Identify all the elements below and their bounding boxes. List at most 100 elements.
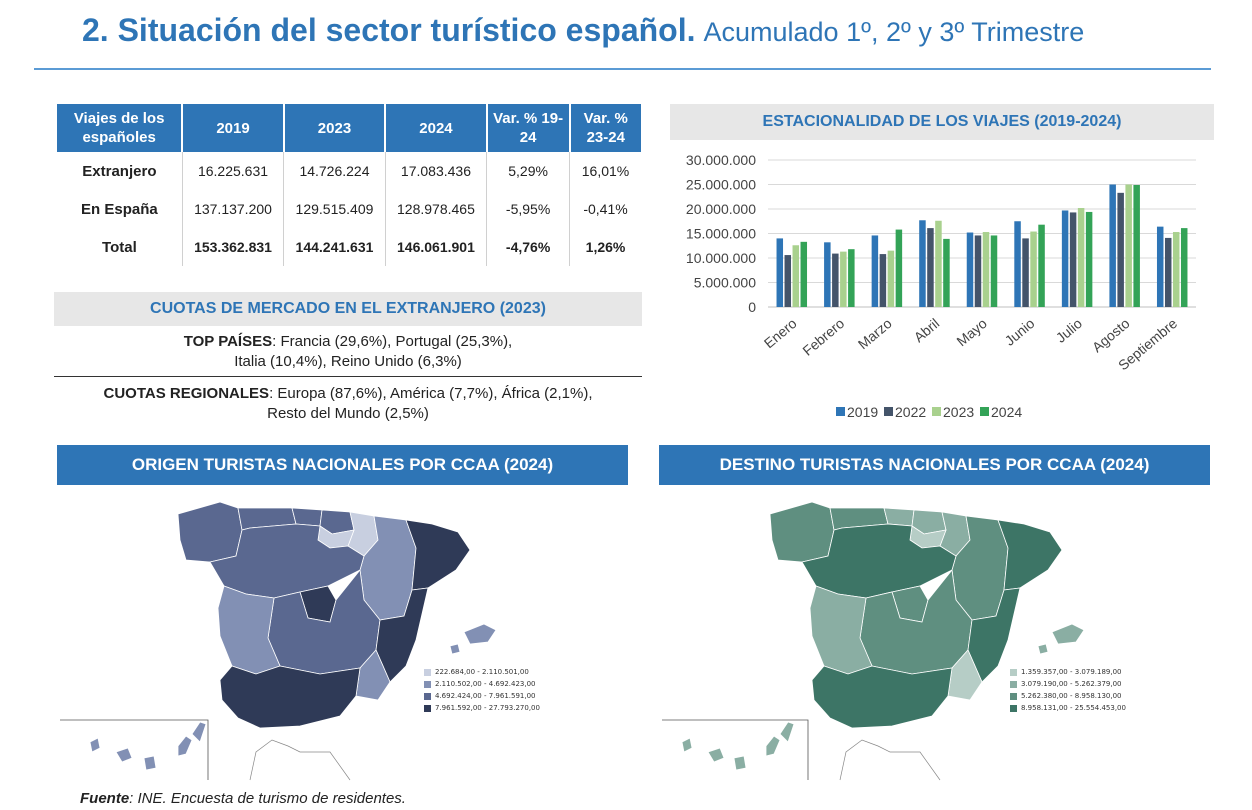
region-cantabria	[291, 507, 323, 527]
x-tick-label: Febrero	[799, 315, 847, 359]
page-subtitle: Acumulado 1º, 2º y 3º Trimestre	[703, 17, 1085, 47]
cuotas-regionales: CUOTAS REGIONALES: Europa (87,6%), Améri…	[54, 384, 642, 424]
bar	[1164, 237, 1172, 307]
cell-2024: 17.083.436	[385, 152, 488, 190]
bar	[1133, 184, 1140, 307]
region-cataluna	[405, 519, 471, 591]
bar	[1172, 232, 1180, 307]
source-label: Fuente	[80, 790, 130, 807]
bar	[887, 250, 895, 307]
legend-swatch	[1010, 704, 1017, 712]
region-cantabria	[883, 507, 915, 527]
africa-outline	[249, 739, 351, 781]
map-origen	[60, 501, 497, 781]
bar	[1038, 224, 1045, 307]
seasonality-chart: 30.000.000 25.000.000 20.000.000 15.000.000…	[686, 152, 1196, 420]
legend-swatch	[424, 680, 431, 688]
cell-2023: 144.241.631	[283, 228, 386, 266]
x-tick-label: Agosto	[1089, 315, 1133, 355]
legend-swatch	[424, 704, 431, 712]
cell-var-19-24: 5,29%	[486, 152, 571, 190]
y-tick-label: 20.000.000	[686, 201, 756, 217]
cell-2023: 129.515.409	[283, 190, 386, 228]
bar	[1085, 211, 1093, 307]
region-canarias	[681, 721, 795, 771]
cell-2023: 14.726.224	[283, 152, 386, 190]
region-illes-balears	[1037, 623, 1085, 655]
cell-2024: 146.061.901	[385, 228, 488, 266]
cell-2019: 16.225.631	[182, 152, 285, 190]
map-destino-heading: DESTINO TURISTAS NACIONALES POR CCAA (20…	[659, 445, 1210, 485]
bar	[927, 228, 934, 307]
bar	[840, 251, 847, 307]
map-origen-legend: 222.684,00 - 2.110.501,00 2.110.502,00 -…	[424, 666, 540, 714]
cell-var-23-24: -0,41%	[583, 201, 628, 217]
table-row-total: Total 153.362.831 144.241.631 146.061.90…	[57, 228, 641, 266]
map-destino	[662, 501, 1085, 781]
source-note: Fuente: INE. Encuesta de turismo de resi…	[80, 790, 406, 807]
bar	[824, 242, 831, 307]
bar	[1022, 238, 1029, 307]
y-tick-label: 0	[748, 299, 756, 315]
bar	[1030, 231, 1037, 307]
cuotas-reg-text-1: : Europa (87,6%), América (7,7%), África…	[269, 385, 593, 402]
viajes-table: Viajes de los españoles 2019 2023 2024 V…	[57, 104, 641, 266]
row-label: Total	[57, 228, 183, 266]
cuotas-reg-label: CUOTAS REGIONALES	[103, 385, 270, 402]
bar	[982, 232, 990, 307]
cell-var-23-24: 1,26%	[585, 239, 626, 255]
bar	[895, 229, 903, 307]
cuotas-divider	[54, 376, 642, 377]
x-tick-label: Junio	[1002, 315, 1038, 349]
col-header-2019: 2019	[182, 104, 285, 152]
source-text: : INE. Encuesta de turismo de residentes…	[129, 790, 406, 807]
cuotas-top-text-2: Italia (10,4%), Reino Unido (6,3%)	[234, 353, 462, 370]
page-title-main: 2. Situación del sector turístico españo…	[82, 12, 696, 48]
bar	[1069, 212, 1077, 307]
bar	[1061, 210, 1069, 307]
bar	[935, 220, 942, 307]
y-tick-label: 25.000.000	[686, 177, 756, 193]
cuotas-heading: CUOTAS DE MERCADO EN EL EXTRANJERO (2023…	[54, 292, 642, 326]
legend-label: 2023	[943, 404, 974, 420]
bar	[792, 245, 800, 307]
cuotas-top-text-1: : Francia (29,6%), Portugal (25,3%),	[272, 333, 513, 350]
col-header-2023: 2023	[283, 104, 387, 152]
table-row: Extranjero 16.225.631 14.726.224 17.083.…	[57, 152, 641, 190]
page-title: 2. Situación del sector turístico españo…	[82, 12, 1084, 49]
cell-var-23-24: 16,01%	[581, 163, 630, 179]
legend-label: 2022	[895, 404, 926, 420]
cell-var-19-24: -5,95%	[486, 190, 571, 228]
canarias-inset-frame	[60, 719, 209, 780]
chart-title: ESTACIONALIDAD DE LOS VIAJES (2019-2024)	[670, 104, 1214, 140]
legend-label: 8.958.131,00 - 25.554.453,00	[1021, 704, 1126, 712]
col-header-2024: 2024	[385, 104, 488, 152]
bar	[1156, 226, 1164, 307]
bar	[1117, 192, 1124, 307]
title-divider	[34, 68, 1211, 70]
legend-label: 1.359.357,00 - 3.079.189,00	[1021, 668, 1122, 676]
legend-swatch	[1010, 668, 1017, 676]
legend-swatch	[836, 407, 845, 416]
col-header-var-23-24: Var. % 23-24	[569, 104, 641, 152]
bar	[990, 235, 998, 307]
region-galicia	[177, 501, 243, 563]
y-tick-label: 5.000.000	[694, 275, 756, 291]
bar	[966, 232, 974, 307]
bar	[776, 238, 784, 307]
legend-label: 2024	[991, 404, 1022, 420]
row-label: En España	[57, 190, 183, 228]
x-tick-label: Julio	[1053, 315, 1086, 346]
cuotas-top-paises: TOP PAÍSES: Francia (29,6%), Portugal (2…	[54, 332, 642, 372]
bar	[1125, 184, 1132, 307]
y-tick-label: 15.000.000	[686, 226, 756, 242]
legend-label: 5.262.380,00 - 8.958.130,00	[1021, 692, 1122, 700]
bar	[848, 249, 855, 307]
bar	[919, 220, 926, 307]
africa-outline	[839, 739, 941, 781]
cell-2024: 128.978.465	[385, 190, 488, 228]
cuotas-reg-text-2: Resto del Mundo (2,5%)	[267, 405, 429, 422]
table-row: En España 137.137.200 129.515.409 128.97…	[57, 190, 641, 228]
col-header-var-19-24: Var. % 19-24	[486, 104, 571, 152]
legend-swatch	[424, 692, 431, 700]
